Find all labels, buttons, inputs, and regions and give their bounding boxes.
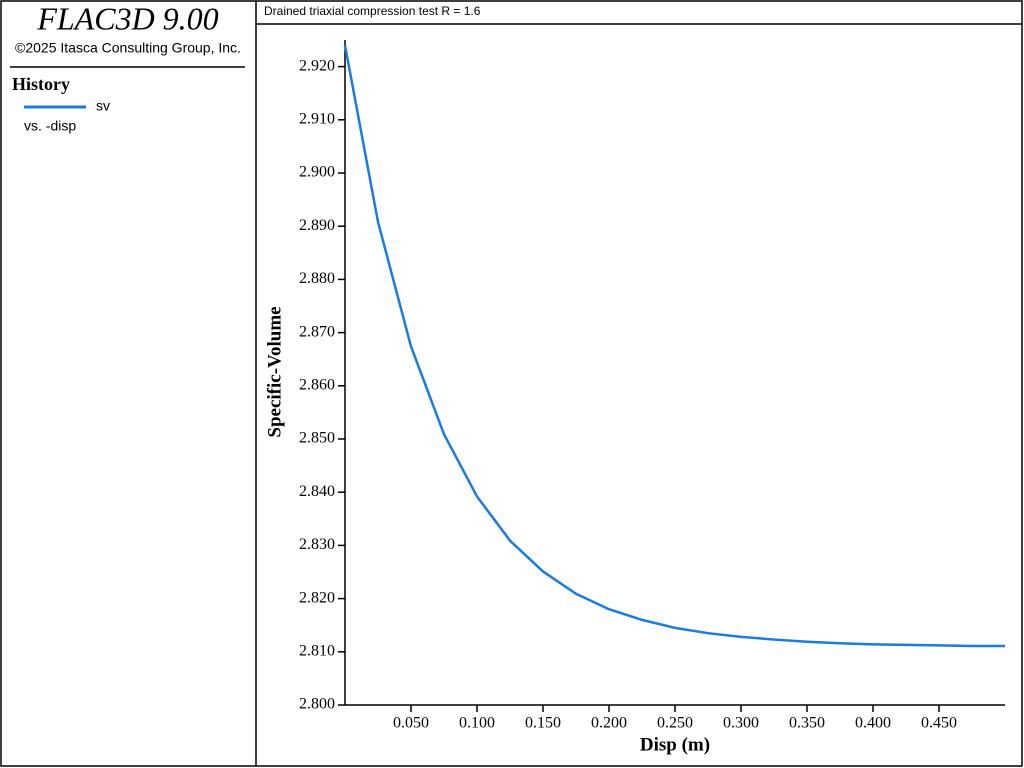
x-tick-label: 0.200 xyxy=(591,715,627,732)
y-tick-label: 2.890 xyxy=(299,217,335,234)
y-tick-label: 2.880 xyxy=(299,270,335,287)
x-axis-label: Disp (m) xyxy=(640,734,710,755)
x-tick-label: 0.050 xyxy=(393,715,429,732)
x-tick-label: 0.450 xyxy=(921,715,957,732)
y-tick-label: 2.920 xyxy=(299,57,335,74)
x-tick-label: 0.300 xyxy=(723,715,759,732)
y-tick-label: 2.860 xyxy=(299,376,335,393)
y-axis-label: Specific-Volume xyxy=(264,306,285,437)
legend-entry: sv xyxy=(96,98,110,114)
x-tick-label: 0.100 xyxy=(459,715,495,732)
x-tick-label: 0.150 xyxy=(525,715,561,732)
chart-title: Drained triaxial compression test R = 1.… xyxy=(264,4,481,18)
data-line xyxy=(343,45,1005,648)
y-tick-label: 2.870 xyxy=(299,323,335,340)
legend-vs: vs. -disp xyxy=(24,118,76,134)
y-tick-label: 2.810 xyxy=(299,642,335,659)
y-tick-label: 2.800 xyxy=(299,696,335,713)
y-tick-label: 2.900 xyxy=(299,164,335,181)
y-tick-label: 2.910 xyxy=(299,110,335,127)
y-tick-label: 2.850 xyxy=(299,430,335,447)
app-title: FLAC3D 9.00 xyxy=(36,0,218,36)
legend-heading: History xyxy=(12,74,70,94)
copyright: ©2025 Itasca Consulting Group, Inc. xyxy=(15,40,241,56)
x-tick-label: 0.400 xyxy=(855,715,891,732)
x-tick-label: 0.350 xyxy=(789,715,825,732)
x-tick-label: 0.250 xyxy=(657,715,693,732)
y-tick-label: 2.820 xyxy=(299,589,335,606)
y-tick-label: 2.830 xyxy=(299,536,335,553)
y-tick-label: 2.840 xyxy=(299,483,335,500)
